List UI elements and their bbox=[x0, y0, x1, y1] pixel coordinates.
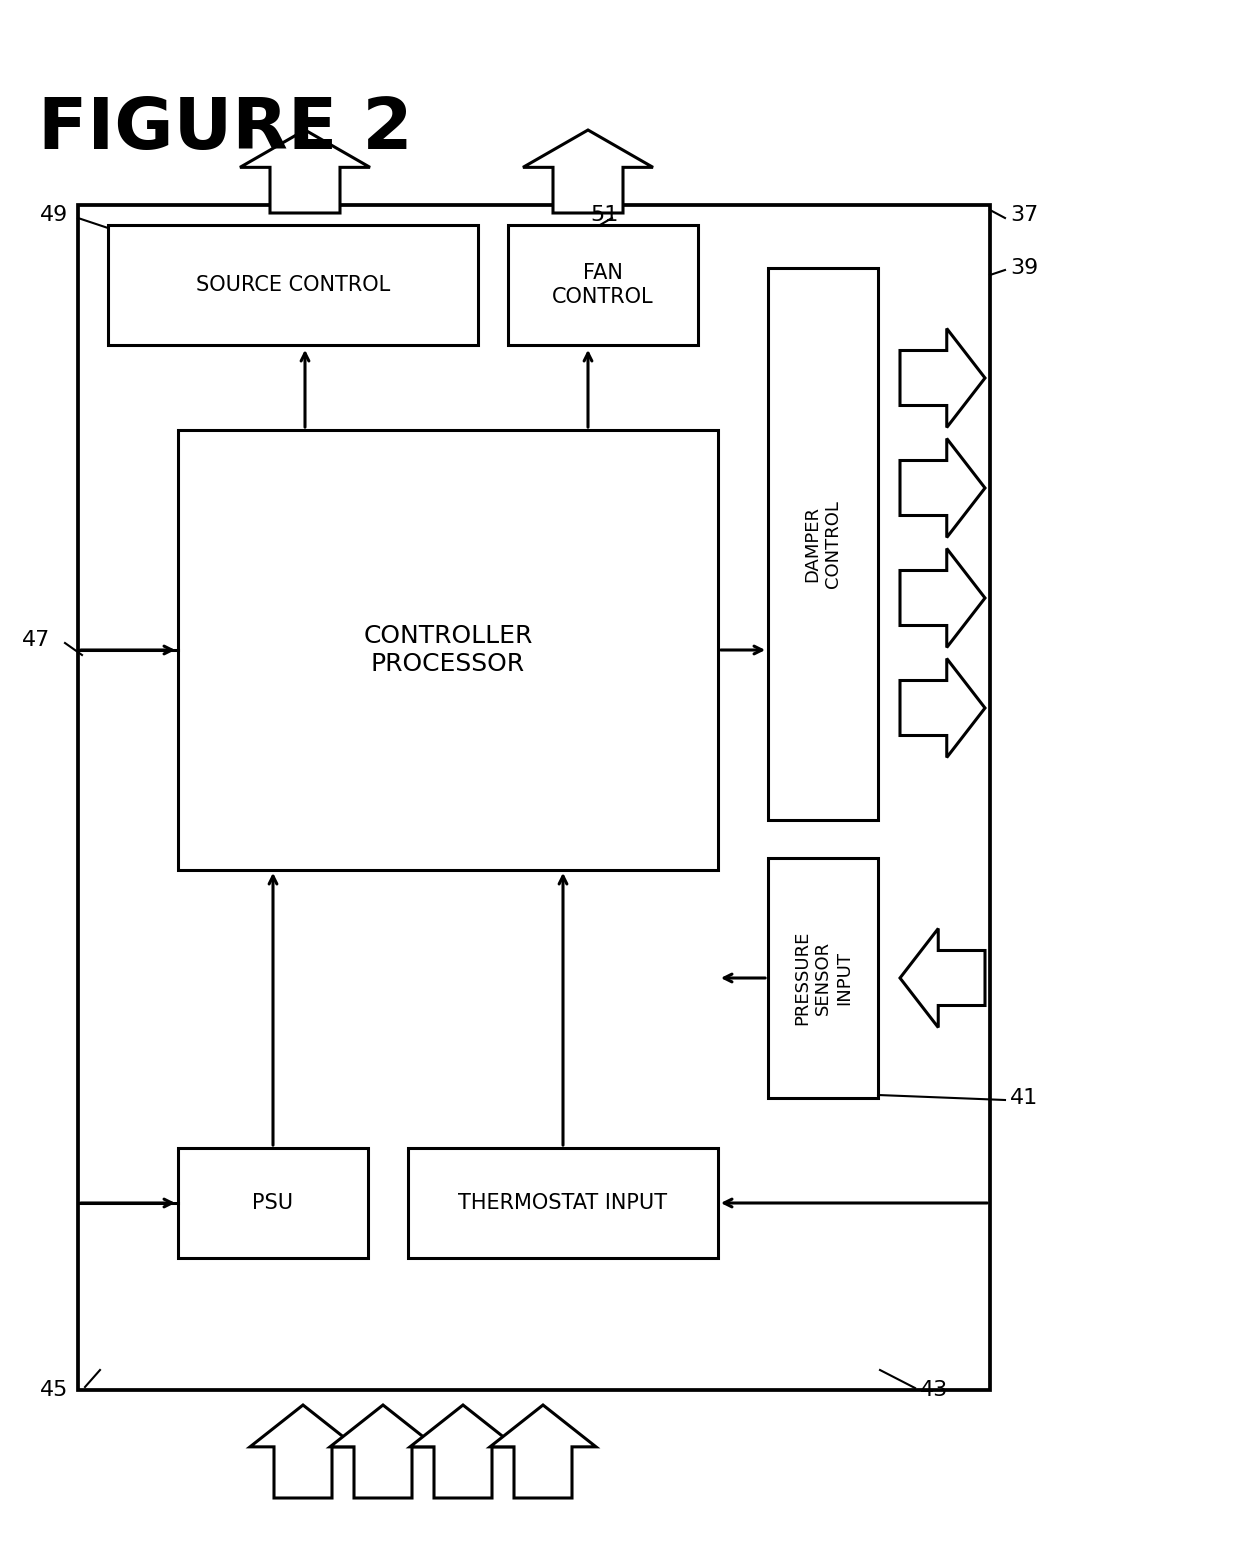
Polygon shape bbox=[900, 439, 985, 537]
Text: 47: 47 bbox=[22, 631, 51, 649]
Polygon shape bbox=[490, 1405, 596, 1499]
Text: THERMOSTAT INPUT: THERMOSTAT INPUT bbox=[459, 1193, 667, 1213]
Polygon shape bbox=[523, 130, 653, 212]
Text: DAMPER
CONTROL: DAMPER CONTROL bbox=[804, 500, 842, 588]
Text: 49: 49 bbox=[40, 204, 68, 225]
Text: SOURCE CONTROL: SOURCE CONTROL bbox=[196, 275, 391, 295]
Text: 45: 45 bbox=[40, 1380, 68, 1400]
Text: 43: 43 bbox=[920, 1380, 949, 1400]
Text: 41: 41 bbox=[1011, 1088, 1038, 1108]
Bar bbox=[179, 429, 718, 869]
Bar bbox=[768, 268, 878, 820]
Text: FAN
CONTROL: FAN CONTROL bbox=[552, 264, 653, 306]
Text: FIGURE 2: FIGURE 2 bbox=[38, 95, 413, 164]
Polygon shape bbox=[250, 1405, 356, 1499]
Bar bbox=[768, 859, 878, 1097]
Bar bbox=[108, 225, 477, 345]
Text: 39: 39 bbox=[1011, 258, 1038, 278]
Polygon shape bbox=[410, 1405, 516, 1499]
Polygon shape bbox=[900, 929, 985, 1027]
Text: PRESSURE
SENSOR
INPUT: PRESSURE SENSOR INPUT bbox=[794, 930, 853, 1026]
Text: PSU: PSU bbox=[253, 1193, 294, 1213]
Bar bbox=[78, 204, 990, 1389]
Bar bbox=[179, 1147, 368, 1258]
Polygon shape bbox=[900, 659, 985, 757]
Text: 51: 51 bbox=[590, 204, 619, 225]
Text: 37: 37 bbox=[1011, 204, 1038, 225]
Polygon shape bbox=[900, 328, 985, 428]
Bar bbox=[508, 225, 698, 345]
Text: CONTROLLER
PROCESSOR: CONTROLLER PROCESSOR bbox=[363, 624, 533, 676]
Polygon shape bbox=[900, 548, 985, 648]
Polygon shape bbox=[241, 130, 370, 212]
Polygon shape bbox=[330, 1405, 436, 1499]
Bar bbox=[408, 1147, 718, 1258]
